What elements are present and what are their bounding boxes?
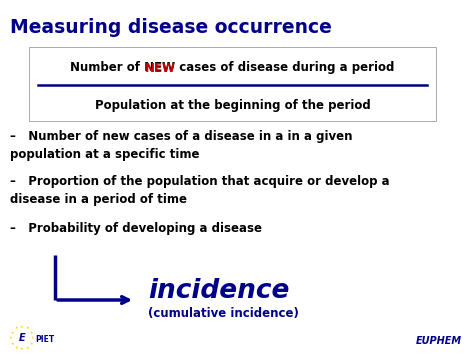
Text: disease in a period of time: disease in a period of time [10,193,187,206]
Text: E: E [18,333,25,343]
Text: ★: ★ [9,336,13,340]
Text: incidence: incidence [148,278,289,304]
Text: Measuring disease occurrence: Measuring disease occurrence [10,18,332,37]
Text: –   Number of new cases of a disease in a in a given: – Number of new cases of a disease in a … [10,130,353,143]
Text: ★: ★ [15,345,18,350]
Text: ★: ★ [11,342,14,345]
Text: ★: ★ [30,331,33,334]
Text: ★: ★ [30,342,33,345]
Text: ★: ★ [11,331,14,334]
Text: –   Proportion of the population that acquire or develop a: – Proportion of the population that acqu… [10,175,390,188]
Text: population at a specific time: population at a specific time [10,148,200,161]
Text: Number of NEW cases of disease during a period: Number of NEW cases of disease during a … [70,61,395,75]
Text: ★: ★ [31,336,35,340]
Text: NEW: NEW [145,61,175,75]
Text: ★: ★ [20,325,24,329]
Text: (cumulative incidence): (cumulative incidence) [148,307,299,321]
Text: –   Probability of developing a disease: – Probability of developing a disease [10,222,262,235]
FancyBboxPatch shape [29,47,436,121]
Text: Population at the beginning of the period: Population at the beginning of the perio… [95,99,370,112]
Text: PIET: PIET [35,334,54,344]
Text: ★: ★ [15,327,18,331]
Text: ★: ★ [26,345,29,350]
Text: ★: ★ [26,327,29,331]
Text: ★: ★ [20,347,24,351]
Text: EUPHEM: EUPHEM [416,336,462,346]
